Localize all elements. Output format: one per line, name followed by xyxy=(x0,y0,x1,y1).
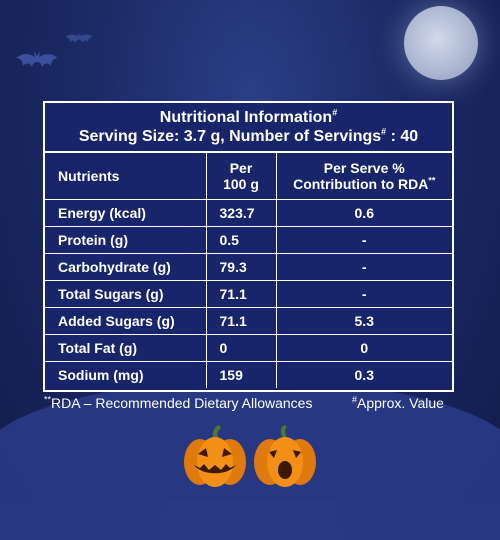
per100-value: 0 xyxy=(205,334,277,362)
pumpkin-icon xyxy=(184,425,246,487)
footnote-approx: #Approx. Value xyxy=(352,394,444,411)
nutrient-name: Sodium (mg) xyxy=(45,361,207,388)
nutrient-name: Protein (g) xyxy=(45,226,207,254)
table-row: Carbohydrate (g) 79.3 - xyxy=(45,253,452,281)
table-row: Sodium (mg) 159 0.3 xyxy=(45,361,452,388)
table-row: Added Sugars (g) 71.1 5.3 xyxy=(45,307,452,335)
per100-value: 79.3 xyxy=(205,253,277,281)
table-row: Total Sugars (g) 71.1 - xyxy=(45,280,452,308)
per100-value: 71.1 xyxy=(205,280,277,308)
pumpkin-icon xyxy=(254,425,316,487)
nutrition-table: Nutrients Per 100 g Per Serve % Contributi… xyxy=(45,153,452,388)
nutrient-name: Carbohydrate (g) xyxy=(45,253,207,281)
rda-value: 0 xyxy=(275,334,452,362)
rda-value: - xyxy=(275,280,452,308)
table-row: Energy (kcal) 323.7 0.6 xyxy=(45,199,452,227)
table-row: Total Fat (g) 0 0 xyxy=(45,334,452,362)
nutrient-name: Total Fat (g) xyxy=(45,334,207,362)
rda-value: - xyxy=(275,226,452,254)
per100-value: 71.1 xyxy=(205,307,277,335)
bat-icon xyxy=(65,32,93,43)
table-header-row: Nutrients Per 100 g Per Serve % Contributi… xyxy=(45,153,452,200)
header-rda: Per Serve % Contribution to RDA** xyxy=(275,153,452,200)
nutrient-name: Total Sugars (g) xyxy=(45,280,207,308)
per100-value: 0.5 xyxy=(205,226,277,254)
rda-value: 5.3 xyxy=(275,307,452,335)
per100-value: 159 xyxy=(205,361,277,388)
serving-info: Serving Size: 3.7 g, Number of Servings#… xyxy=(78,126,419,145)
table-row: Protein (g) 0.5 - xyxy=(45,226,452,254)
nutrient-name: Energy (kcal) xyxy=(45,199,207,227)
rda-value: - xyxy=(275,253,452,281)
bat-icon xyxy=(16,51,58,67)
title-box: Nutritional Information# Serving Size: 3… xyxy=(45,103,452,153)
footnote-rda: **RDA – Recommended Dietary Allowances xyxy=(44,394,313,411)
per100-value: 323.7 xyxy=(205,199,277,227)
rda-value: 0.3 xyxy=(275,361,452,388)
nutrient-name: Added Sugars (g) xyxy=(45,307,207,335)
panel-title: Nutritional Information# xyxy=(159,107,338,126)
moon-icon xyxy=(404,6,478,80)
header-per-100g: Per 100 g xyxy=(205,153,277,200)
nutrition-panel: Nutritional Information# Serving Size: 3… xyxy=(43,101,454,392)
header-nutrients: Nutrients xyxy=(45,153,207,200)
rda-value: 0.6 xyxy=(275,199,452,227)
